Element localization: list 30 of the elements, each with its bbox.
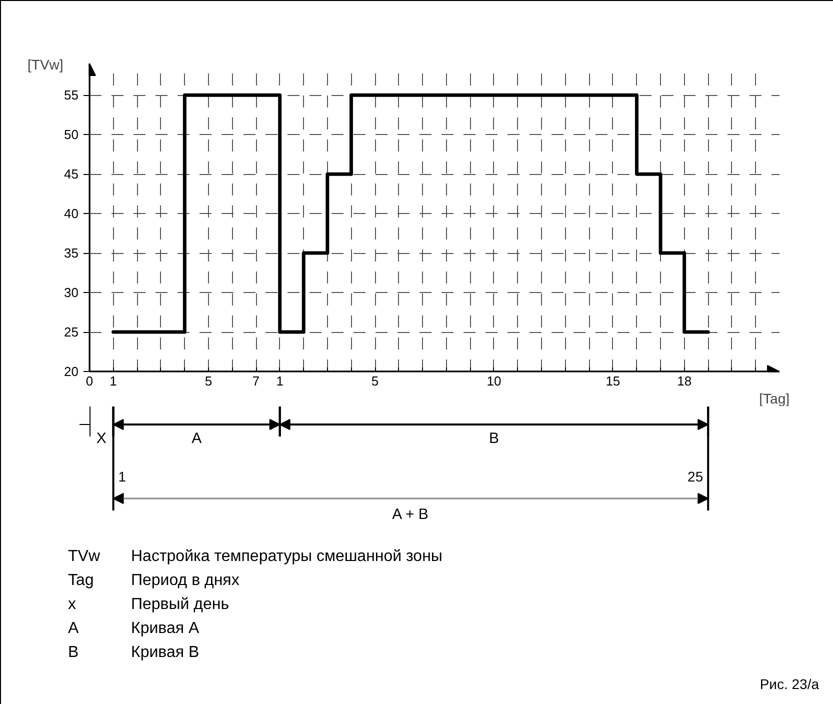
y-tick-label: 20 — [64, 364, 79, 379]
x-tick-label: 5 — [204, 374, 212, 388]
y-tick-label: 55 — [64, 88, 79, 103]
text: 1 — [118, 468, 126, 484]
x-tick-label: 0 — [86, 374, 94, 388]
text: Tag Период в днях — [68, 572, 240, 589]
text: x Первый день — [68, 596, 230, 613]
x-tick-label: 15 — [606, 374, 620, 388]
x-tick-label: 18 — [677, 374, 692, 388]
x-tick-label: 7 — [252, 374, 260, 388]
x-tick-label: 5 — [371, 374, 379, 388]
text: 25 — [688, 468, 704, 484]
y-tick-label: 25 — [64, 324, 79, 340]
y-axis-title: [TVw] — [28, 56, 64, 72]
text: A Кривая A — [68, 620, 200, 637]
text: TVw Настройка температуры смешанной зоны — [68, 548, 442, 565]
x-tick-label: 1 — [276, 374, 284, 388]
text: A — [192, 430, 202, 447]
y-tick-label: 45 — [64, 166, 79, 182]
y-tick-label: 50 — [64, 127, 79, 142]
text: Рис. 23/а — [760, 675, 819, 694]
text: B — [488, 430, 499, 447]
text: A + B — [392, 506, 428, 523]
text: B Кривая B — [68, 644, 200, 661]
x-tick-label: 1 — [110, 374, 117, 388]
text: X — [96, 430, 106, 447]
y-tick-label: 40 — [64, 206, 79, 222]
y-tick-label: 30 — [64, 285, 79, 300]
y-tick-label: 35 — [64, 246, 79, 261]
x-tick-label: 10 — [486, 374, 502, 388]
